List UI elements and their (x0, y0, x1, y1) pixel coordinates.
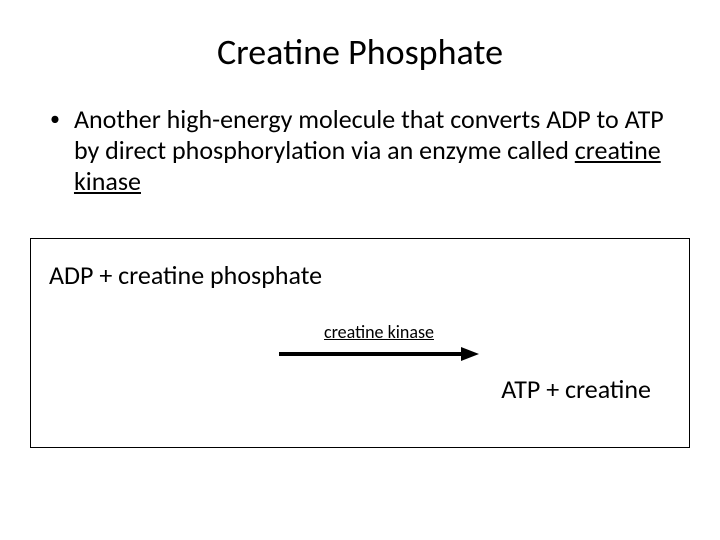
bullet-marker: • (50, 104, 60, 134)
slide: Creatine Phosphate • Another high-energy… (0, 0, 720, 540)
reaction-enzyme-block: creatine kinase (229, 321, 529, 363)
reaction-products: ATP + creatine (49, 373, 671, 405)
reaction-enzyme-label: creatine kinase (229, 321, 529, 343)
bullet-text: Another high-energy molecule that conver… (74, 104, 680, 198)
reaction-reactants: ADP + creatine phosphate (49, 259, 671, 291)
reaction-box: ADP + creatine phosphate creatine kinase… (30, 238, 690, 448)
arrow-icon (279, 345, 479, 363)
slide-title: Creatine Phosphate (40, 30, 680, 74)
bullet-item: • Another high-energy molecule that conv… (40, 104, 680, 198)
